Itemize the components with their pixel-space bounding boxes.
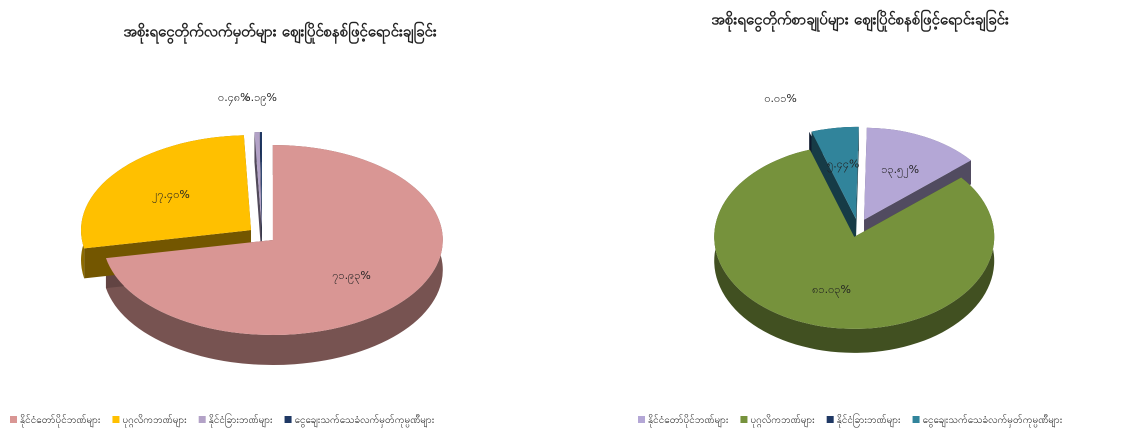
data-label: ၂၇.၄၀%	[152, 188, 190, 203]
slice-edge	[864, 127, 971, 244]
data-label: ၈၁.၀၃%	[812, 283, 851, 298]
legend-label: ပုဂ္ဂလိကဘဏ်များ	[750, 413, 815, 429]
legend-swatch	[198, 416, 206, 423]
data-label: ၅.၄၄%	[827, 157, 860, 172]
legend-swatch	[638, 416, 645, 423]
legend-label: နိုင်ငံခြားဘဏ်များ	[209, 412, 273, 428]
slice-edge	[811, 126, 859, 243]
legend-swatch	[10, 416, 17, 423]
legend-label: နိုင်ငံတော်ပိုင်ဘဏ်များ	[648, 413, 729, 428]
pie	[81, 132, 443, 365]
chart-title: အစိုးရငွေတိုက်လက်မှတ်များ ဈေးပြိုင်စနစ်ဖ…	[123, 21, 437, 45]
data-label: ၀.၀၁%	[764, 92, 797, 105]
legend-swatch	[912, 416, 920, 423]
legend-label: ငွေချေးသက်သေခံလက်မှတ်ကုမ္ပဏီများ	[923, 413, 1063, 428]
data-label: ၁၃.၅၂%	[881, 163, 919, 178]
data-label: ၀.၁၉%	[244, 91, 277, 106]
legend-swatch	[112, 416, 120, 423]
slice-edge	[84, 135, 252, 279]
legend-swatch	[826, 416, 834, 423]
slice	[259, 132, 262, 228]
legend-label: ပုဂ္ဂလိကဘဏ်များ	[122, 413, 187, 429]
pie	[714, 126, 995, 353]
legend-label: နိုင်ငံတော်ပိုင်ဘဏ်များ	[20, 413, 101, 428]
slice	[254, 132, 262, 228]
slice	[864, 127, 971, 220]
legend-swatch	[284, 416, 292, 423]
slice	[809, 131, 854, 220]
data-label: ၇၁.၉၃%	[332, 269, 371, 284]
slice	[105, 144, 443, 335]
data-label: ၀.၄၈%	[218, 91, 251, 106]
chart-title: အစိုးရငွေတိုက်စာချုပ်များ ဈေးပြိုင်စနစ်ဖ…	[711, 9, 1009, 33]
legend-label: ငွေချေးသက်သေခံလက်မှတ်ကုမ္ပဏီများ	[295, 413, 435, 428]
slice	[81, 135, 252, 249]
legend-swatch	[740, 416, 748, 423]
slice	[714, 149, 995, 329]
slice	[811, 126, 859, 219]
legend-label: နိုင်ငံခြားဘဏ်များ	[837, 412, 901, 428]
